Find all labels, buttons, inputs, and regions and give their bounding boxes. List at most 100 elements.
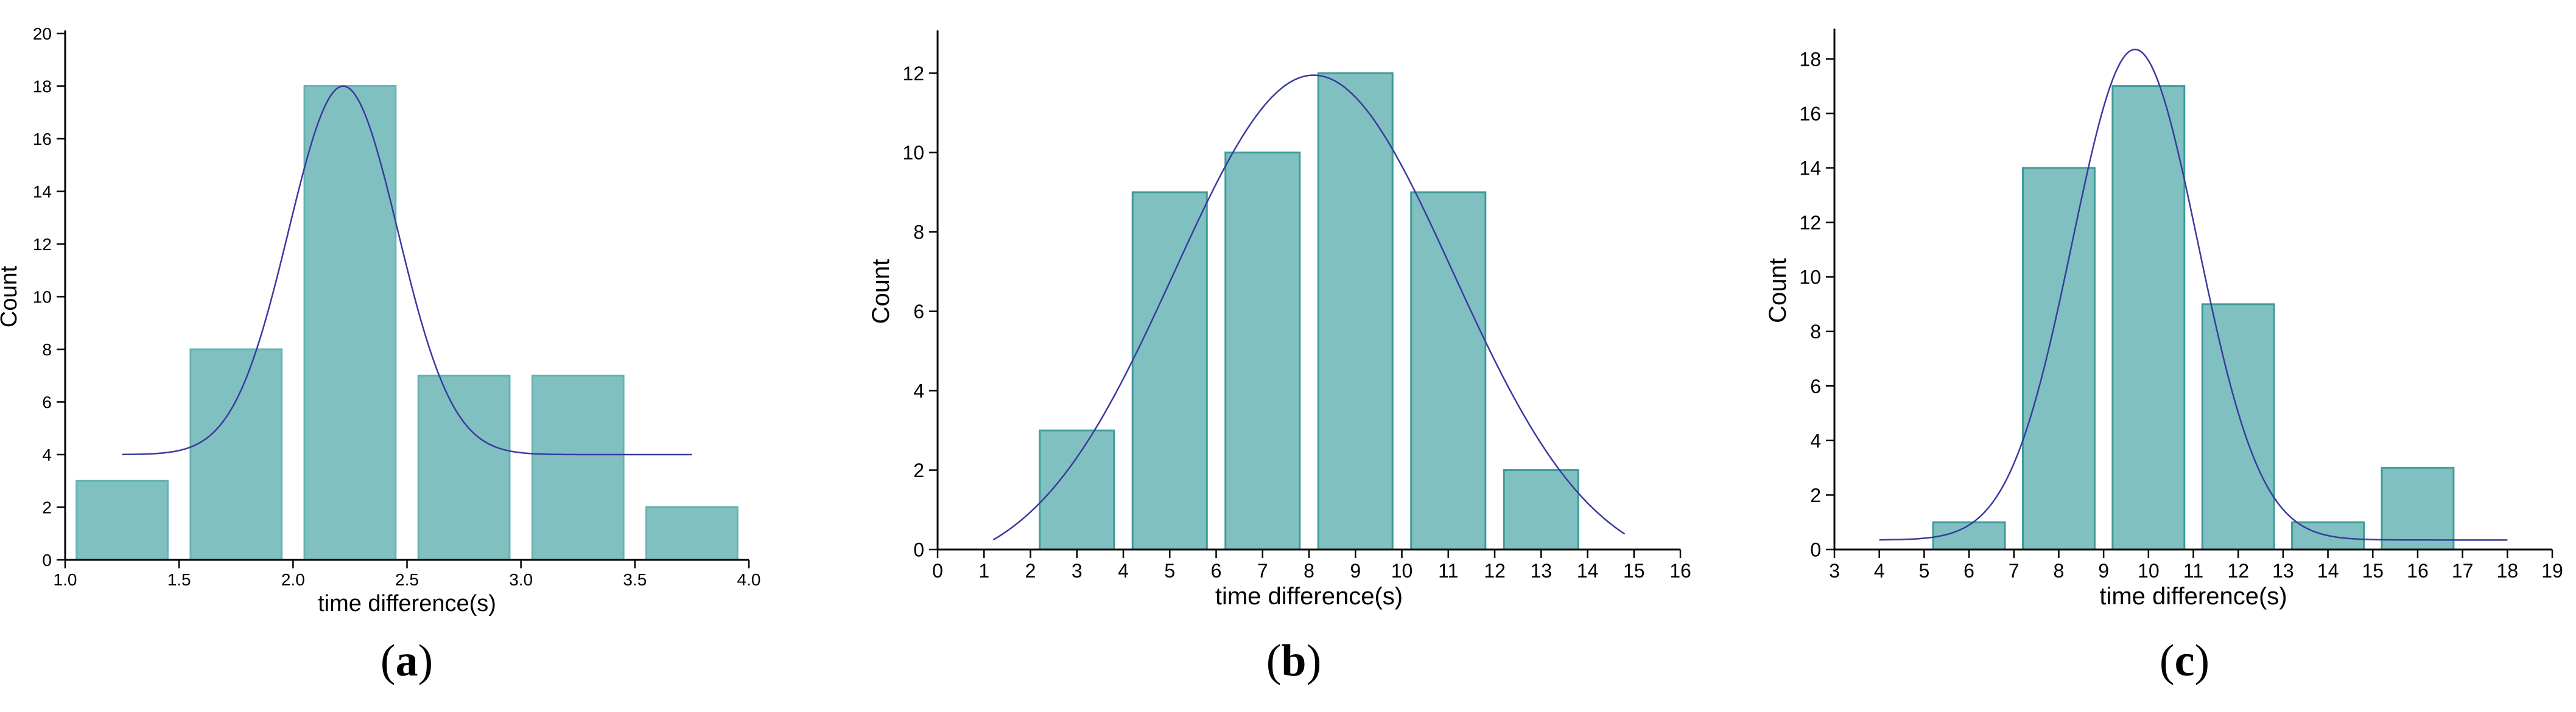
x-tick-label: 17 xyxy=(2452,560,2474,582)
x-tick-label: 1.5 xyxy=(167,570,191,589)
y-tick-label: 18 xyxy=(1799,48,1821,70)
y-tick-label: 4 xyxy=(913,380,924,402)
y-tick-label: 12 xyxy=(1799,212,1821,234)
y-axis-label: Count xyxy=(868,259,894,324)
bar xyxy=(645,506,739,561)
y-tick-label: 6 xyxy=(42,393,52,412)
x-tick-label: 14 xyxy=(1577,560,1599,582)
y-tick-label: 16 xyxy=(1799,103,1821,125)
y-tick-label: 0 xyxy=(913,539,924,561)
bar xyxy=(531,374,625,561)
x-tick-label: 2.5 xyxy=(395,570,419,589)
fit-curve xyxy=(1879,48,2508,541)
y-tick-label: 12 xyxy=(902,63,924,85)
x-tick-label: 11 xyxy=(2183,560,2203,582)
bar xyxy=(1317,72,1394,551)
x-tick-label: 14 xyxy=(2317,560,2339,582)
x-tick-label: 16 xyxy=(2407,560,2429,582)
x-tick-label: 8 xyxy=(2054,560,2065,582)
y-tick-label: 20 xyxy=(33,24,52,43)
bar xyxy=(1131,191,1208,551)
bar xyxy=(189,348,283,561)
y-tick-label: 0 xyxy=(42,551,52,570)
y-tick-label: 8 xyxy=(1810,321,1821,343)
x-tick-label: 10 xyxy=(2138,560,2160,582)
y-tick-label: 10 xyxy=(1799,267,1821,288)
x-tick-label: 6 xyxy=(1211,560,1222,582)
fit-curve xyxy=(992,74,1626,541)
y-tick-label: 18 xyxy=(33,77,52,96)
x-axis-label: time difference(s) xyxy=(318,591,496,616)
x-axis-label: time difference(s) xyxy=(1215,583,1403,610)
fit-curve xyxy=(122,85,692,456)
bar xyxy=(303,85,397,561)
x-tick-label: 8 xyxy=(1304,560,1314,582)
y-tick-label: 2 xyxy=(1810,484,1821,506)
x-tick-label: 4.0 xyxy=(737,570,761,589)
chart-panel-a: 1.0 1.5 2.0 2.5 3.0 3.5 4.0 0 2 4 6 8 10 12 14 16 18 20 ti… xyxy=(0,24,760,686)
y-tick-label: 10 xyxy=(33,288,52,307)
y-tick-label: 6 xyxy=(1810,375,1821,397)
y-tick-label: 2 xyxy=(42,498,52,517)
y-tick-label: 4 xyxy=(42,445,52,464)
x-tick-label: 1 xyxy=(978,560,989,582)
bar xyxy=(1503,469,1579,551)
x-tick-label: 15 xyxy=(1623,560,1645,582)
x-tick-label: 15 xyxy=(2362,560,2384,582)
x-axis-label: time difference(s) xyxy=(2099,583,2287,610)
x-tick-label: 19 xyxy=(2541,560,2563,582)
bar xyxy=(2021,167,2096,551)
x-tick-label: 16 xyxy=(1669,560,1691,582)
x-tick-label: 9 xyxy=(1350,560,1361,582)
y-tick-label: 4 xyxy=(1810,430,1821,452)
x-tick-label: 1.0 xyxy=(54,570,77,589)
x-tick-label: 2.0 xyxy=(281,570,305,589)
x-tick-label: 3.0 xyxy=(509,570,533,589)
panel-caption: (a) xyxy=(381,636,433,686)
x-tick-label: 2 xyxy=(1025,560,1036,582)
y-tick-label: 16 xyxy=(33,130,52,148)
x-tick-label: 4 xyxy=(1118,560,1129,582)
y-axis-label: Count xyxy=(1764,258,1791,323)
y-tick-label: 14 xyxy=(1799,157,1821,179)
panel-caption: (c) xyxy=(2160,636,2209,686)
x-tick-label: 6 xyxy=(1964,560,1974,582)
y-tick-label: 0 xyxy=(1810,539,1821,561)
bar xyxy=(1932,521,2006,551)
y-tick-label: 14 xyxy=(33,183,52,201)
x-tick-label: 4 xyxy=(1874,560,1885,582)
x-tick-label: 3 xyxy=(1829,560,1840,582)
x-tick-label: 12 xyxy=(2227,560,2249,582)
y-tick-label: 10 xyxy=(902,142,924,164)
chart-panel-c: 3 4 5 6 7 8 9 10 11 12 13 14 15 16 17 18 19 0 2 4 6 8 10 12 14 16… xyxy=(1764,29,2563,686)
x-tick-label: 5 xyxy=(1918,560,1929,582)
x-tick-label: 3.5 xyxy=(623,570,647,589)
bar xyxy=(417,374,511,561)
x-tick-label: 7 xyxy=(2009,560,2020,582)
y-tick-label: 8 xyxy=(913,222,924,243)
x-tick-label: 18 xyxy=(2497,560,2519,582)
x-tick-label: 13 xyxy=(2272,560,2294,582)
bar xyxy=(1224,152,1301,551)
y-tick-label: 12 xyxy=(33,235,52,254)
x-tick-label: 12 xyxy=(1484,560,1506,582)
panel-caption: (b) xyxy=(1266,636,1321,686)
x-tick-label: 3 xyxy=(1072,560,1083,582)
bar xyxy=(2201,303,2275,551)
x-tick-label: 9 xyxy=(2098,560,2109,582)
y-tick-label: 6 xyxy=(913,301,924,323)
x-tick-label: 7 xyxy=(1257,560,1268,582)
bar xyxy=(75,480,169,561)
x-tick-label: 13 xyxy=(1530,560,1552,582)
x-tick-label: 5 xyxy=(1164,560,1175,582)
bar xyxy=(2111,85,2186,551)
y-tick-label: 8 xyxy=(42,340,52,359)
bar xyxy=(1410,191,1487,551)
x-tick-label: 11 xyxy=(1438,560,1458,582)
y-tick-label: 2 xyxy=(913,459,924,481)
x-tick-label: 0 xyxy=(932,560,943,582)
y-axis-label: Count xyxy=(0,265,22,327)
bar xyxy=(2381,467,2455,551)
